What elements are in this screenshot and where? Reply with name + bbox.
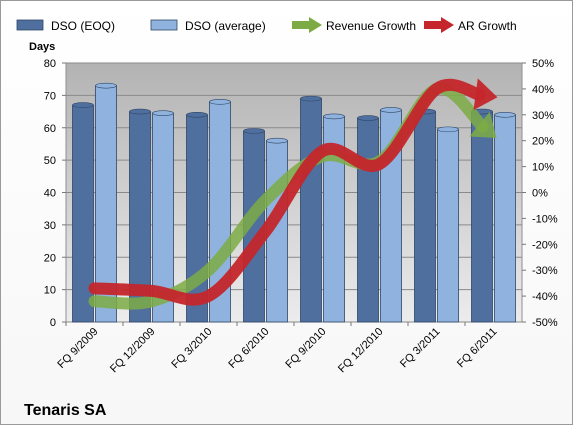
left-tick-label: 30 — [44, 220, 56, 232]
bar-dso-eoq — [300, 98, 322, 323]
left-tick-label: 40 — [44, 188, 56, 200]
legend-swatch-bar — [150, 19, 178, 31]
bar-cap — [437, 126, 459, 133]
legend-label: AR Growth — [458, 19, 517, 33]
right-tick-label: -30% — [532, 265, 558, 277]
chart-title: Tenaris SA — [24, 402, 107, 419]
legend-swatch-arrow — [441, 17, 454, 33]
right-tick-label: -10% — [532, 213, 558, 225]
bar-cap — [380, 107, 402, 113]
left-tick-label: 50 — [44, 155, 56, 167]
bar-dso-average — [437, 128, 459, 323]
legend-swatch-arrow — [309, 17, 322, 33]
right-tick-label: 0% — [532, 188, 548, 200]
right-tick-label: 50% — [532, 58, 554, 70]
ar-growth-line — [88, 78, 486, 306]
x-tick-label: FQ 3/2011 — [398, 326, 443, 371]
left-tick-label: 0 — [50, 317, 56, 329]
bar-cap — [243, 128, 265, 134]
x-tick-label: FQ 12/2010 — [336, 326, 386, 376]
bar-dso-eoq — [414, 111, 436, 323]
bar-dso-average — [494, 114, 516, 323]
legend-label: DSO (average) — [185, 19, 266, 33]
bar-dso-eoq — [471, 111, 493, 323]
revenue-growth-arrowhead — [469, 111, 497, 139]
x-tick-label: FQ 12/2009 — [108, 326, 158, 376]
bar-cap — [266, 137, 288, 144]
bar-cap — [72, 102, 94, 108]
line-layer — [88, 78, 498, 310]
right-tick-label: -40% — [532, 291, 558, 303]
legend-label: Revenue Growth — [326, 19, 416, 33]
bar-cap — [129, 108, 151, 115]
right-tick-label: 40% — [532, 84, 554, 96]
left-tick-label: 20 — [44, 252, 56, 264]
legend-swatch-bar — [16, 19, 44, 31]
right-tick-label: 20% — [532, 136, 554, 148]
x-tick-label: FQ 9/2010 — [283, 326, 328, 371]
left-tick-label: 10 — [44, 285, 56, 297]
right-tick-label: -50% — [532, 317, 558, 329]
bar-cap — [152, 110, 174, 116]
left-axis-title: Days — [29, 41, 55, 53]
bar-cap — [494, 112, 516, 118]
right-tick-label: 30% — [532, 110, 554, 122]
bar-cap — [186, 112, 208, 118]
x-tick-label: FQ 6/2010 — [226, 326, 271, 371]
left-tick-label: 70 — [44, 90, 56, 102]
right-tick-label: 10% — [532, 162, 554, 174]
left-tick-label: 60 — [44, 123, 56, 135]
bar-cap — [323, 113, 345, 120]
bar-cap — [95, 82, 117, 89]
legend: DSO (EOQ) DSO (average) Revenue Growth AR G… — [16, 17, 517, 33]
bar-cap — [209, 99, 231, 105]
right-tick-label: -20% — [532, 239, 558, 251]
x-tick-label: FQ 3/2010 — [169, 326, 214, 371]
bar-cap — [300, 95, 322, 102]
x-tick-label: FQ 9/2009 — [55, 326, 100, 371]
left-tick-label: 80 — [44, 58, 56, 70]
bar-dso-eoq — [357, 117, 379, 323]
legend-label: DSO (EOQ) — [51, 19, 115, 33]
ar-growth-arrowhead — [473, 78, 498, 111]
bar-cap — [357, 115, 379, 121]
x-tick-label: FQ 6/2011 — [455, 326, 500, 371]
